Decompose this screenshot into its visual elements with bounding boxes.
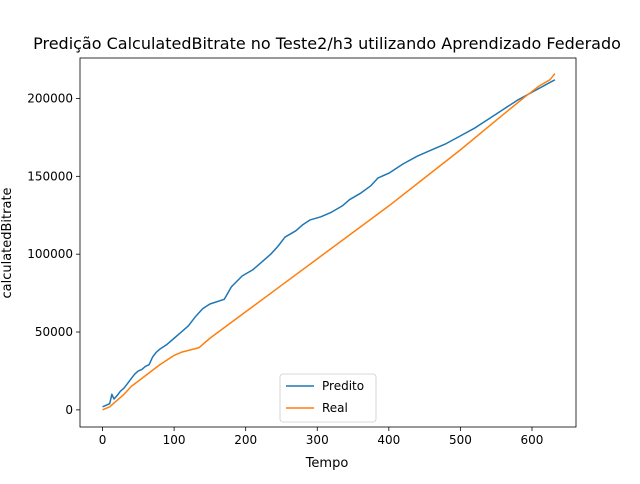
- legend-label: Real: [322, 401, 348, 415]
- y-tick-label: 50000: [35, 325, 73, 339]
- chart-title: Predição CalculatedBitrate no Teste2/h3 …: [33, 34, 621, 53]
- x-tick-label: 600: [521, 433, 544, 447]
- legend-label: Predito: [322, 379, 364, 393]
- x-tick-label: 200: [234, 433, 257, 447]
- y-tick-label: 0: [65, 403, 73, 417]
- series-line-real: [102, 73, 556, 411]
- y-tick-label: 200000: [27, 91, 73, 105]
- y-axis-label: calculatedBitrate: [0, 187, 15, 298]
- x-tick-label: 500: [449, 433, 472, 447]
- legend: Predito Real: [279, 373, 377, 423]
- x-tick-label: 100: [163, 433, 186, 447]
- x-axis-label: Tempo: [305, 456, 349, 471]
- y-tick-label: 100000: [27, 247, 73, 261]
- plot-frame: [79, 57, 577, 428]
- plot-area: 0 100 200 300 400 500 600 0 50000 100000 150000 200…: [27, 57, 577, 447]
- x-tick-label: 0: [99, 433, 107, 447]
- x-tick-label: 300: [306, 433, 329, 447]
- x-tick-label: 400: [377, 433, 400, 447]
- y-tick-label: 150000: [27, 169, 73, 183]
- series-line-predito: [102, 79, 556, 408]
